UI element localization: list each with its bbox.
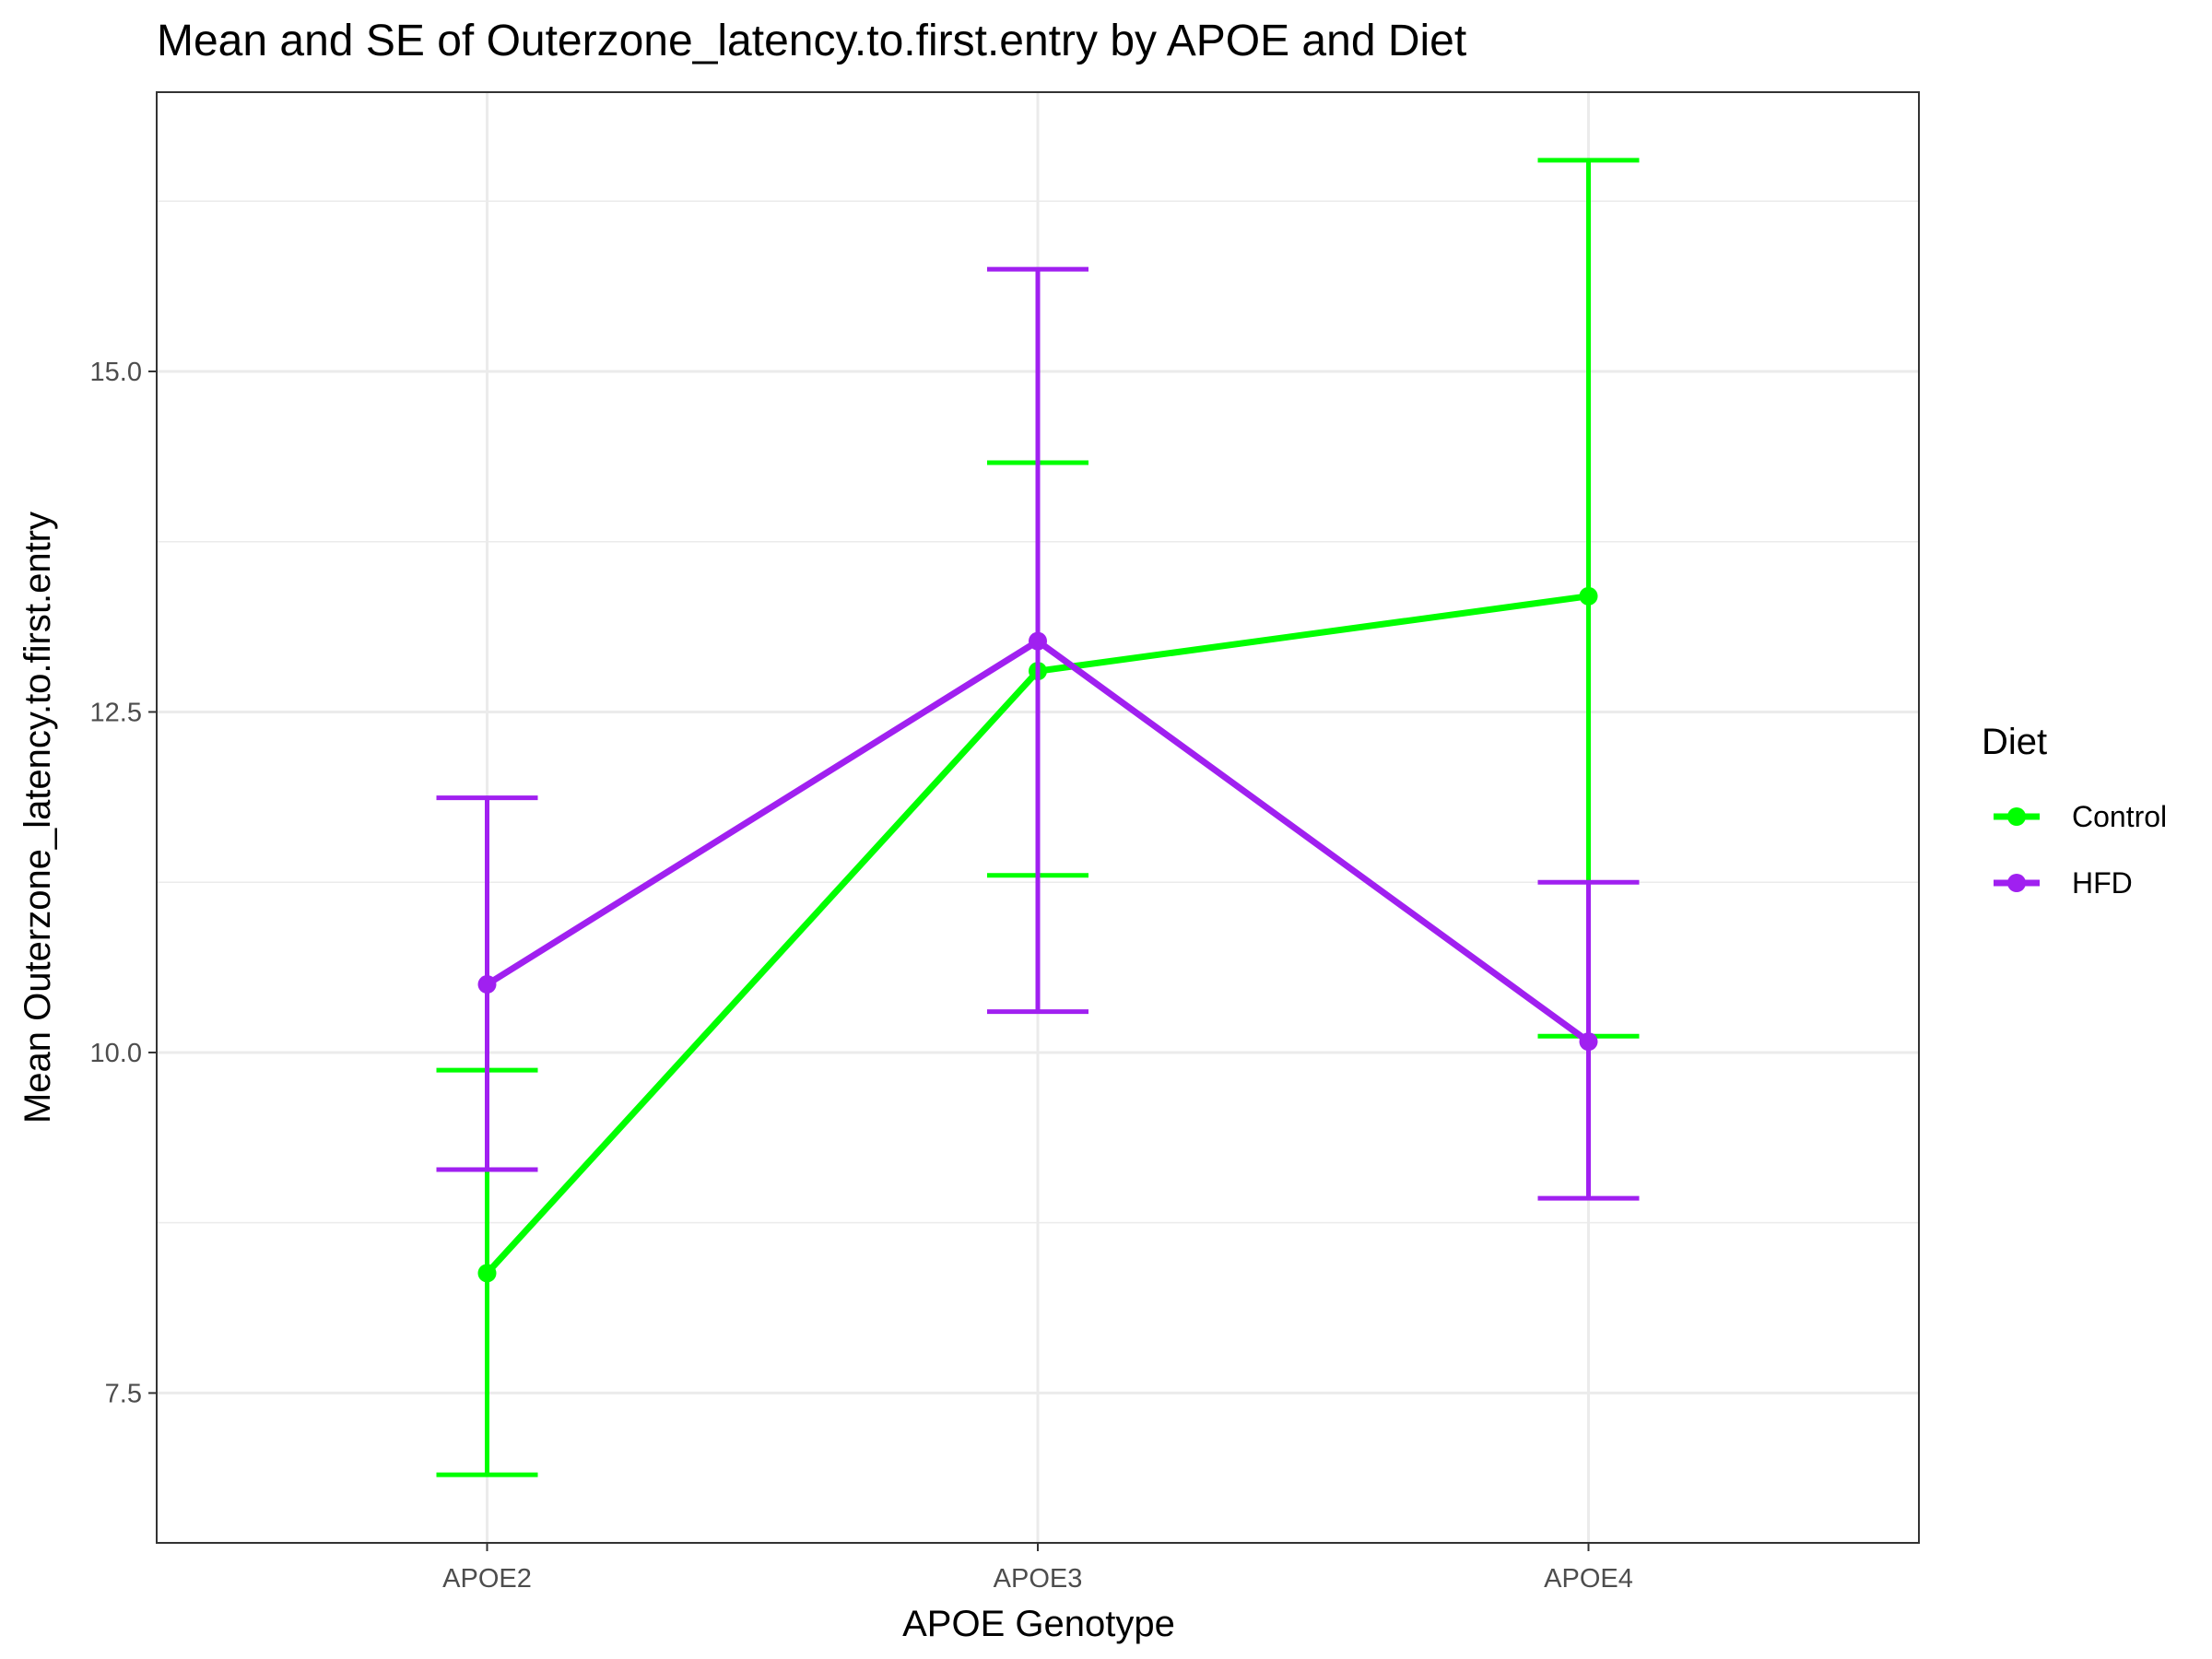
y-tick-label: 10.0 (90, 1039, 142, 1068)
y-tick-label: 15.0 (90, 358, 142, 387)
legend-item-hfd: HFD (1994, 866, 2133, 900)
x-tick-label: APOE2 (442, 1564, 532, 1594)
y-axis-title: Mean Outerzone_latency.to.first.entry (18, 512, 58, 1124)
x-tick-label: APOE4 (1544, 1564, 1633, 1594)
series-layer (436, 158, 1640, 1477)
legend-item-control: Control (1994, 800, 2167, 833)
legend-label: Control (2072, 800, 2167, 833)
y-tick-label: 12.5 (90, 698, 142, 727)
data-point (1029, 631, 1047, 651)
series-hfd (436, 266, 1640, 1201)
legend-title: Diet (1982, 722, 2047, 762)
legend-key-point (2007, 874, 2026, 892)
chart-title: Mean and SE of Outerzone_latency.to.firs… (157, 17, 1466, 65)
data-point (1579, 1032, 1598, 1052)
y-tick-label: 7.5 (105, 1379, 142, 1408)
axes: 7.5 10.0 12.5 15.0 APOE2 APOE3 APOE4 (90, 358, 1633, 1594)
legend-key-point (2007, 807, 2026, 826)
data-point (477, 1264, 497, 1283)
data-point (1579, 586, 1598, 606)
x-axis-title: APOE Genotype (902, 1604, 1175, 1644)
x-tick-label: APOE3 (994, 1564, 1083, 1594)
data-point (477, 975, 497, 994)
legend-label: HFD (2072, 866, 2133, 900)
legend: Diet Control HFD (1982, 722, 2167, 900)
